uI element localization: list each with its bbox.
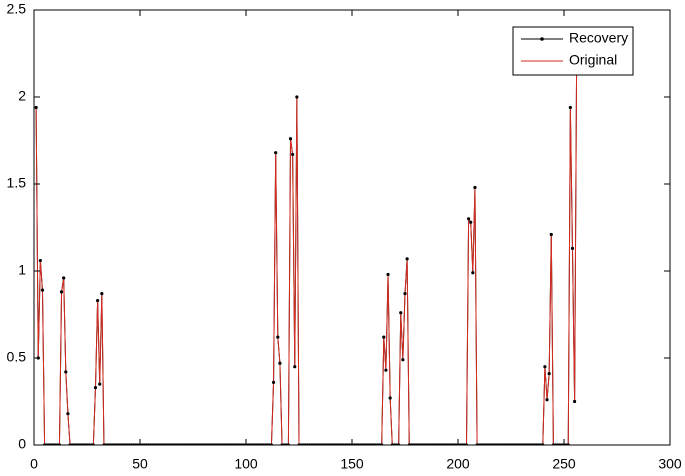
data-point: [566, 443, 570, 445]
data-point: [91, 443, 95, 445]
x-tick-label: 150: [340, 456, 364, 472]
y-tick-label: 1: [18, 262, 26, 278]
data-point: [66, 412, 70, 416]
data-point: [380, 443, 384, 445]
plot-area: [33, 9, 671, 446]
x-tick-label: 100: [234, 456, 258, 472]
data-point: [382, 335, 386, 339]
lines: [34, 43, 579, 445]
legend-label: Original: [569, 52, 617, 68]
data-point: [93, 385, 98, 390]
legend-label: Recovery: [569, 30, 628, 46]
data-point: [388, 396, 392, 400]
data-point: [274, 151, 278, 155]
y-tick-label: 2.5: [7, 1, 27, 17]
y-tick-label: 0: [18, 436, 26, 452]
data-point: [38, 258, 42, 263]
y-tick-label: 1.5: [7, 175, 27, 191]
data-point: [541, 443, 545, 445]
data-point: [549, 232, 553, 237]
data-point: [57, 443, 62, 445]
data-point: [62, 276, 66, 280]
data-point: [471, 271, 475, 275]
data-point: [467, 217, 471, 221]
data-point: [397, 443, 401, 445]
legend-marker: [540, 37, 544, 41]
data-point: [40, 288, 45, 292]
data-point: [291, 152, 295, 157]
y-tick-label: 2: [18, 88, 26, 104]
x-tick-label: 0: [30, 456, 38, 472]
data-point: [545, 398, 549, 402]
legend-box: [512, 26, 634, 76]
data-point: [64, 370, 68, 374]
data-point: [573, 399, 577, 404]
data-point: [384, 368, 388, 372]
x-tick-label: 300: [658, 456, 682, 472]
data-point: [286, 443, 290, 445]
data-point: [276, 335, 280, 339]
data-point: [473, 185, 477, 190]
data-point: [295, 95, 299, 99]
x-tick-label: 200: [446, 456, 470, 472]
data-point: [59, 290, 64, 294]
data-point: [464, 443, 469, 445]
data-point: [293, 365, 297, 369]
x-tick-label: 250: [552, 456, 576, 472]
data-point: [405, 257, 409, 261]
x-tick-label: 50: [132, 456, 148, 472]
data-point: [100, 292, 104, 296]
data-point: [386, 272, 390, 277]
data-point: [568, 105, 572, 110]
data-point: [547, 372, 551, 376]
data-point: [403, 292, 407, 296]
data-point: [288, 137, 293, 141]
y-tick-label: 0.5: [7, 349, 27, 365]
data-point: [269, 443, 274, 445]
data-point: [98, 382, 102, 386]
data-point: [469, 220, 473, 224]
data-point: [401, 358, 405, 362]
data-point: [570, 246, 575, 250]
legend: Recovery Original: [512, 26, 634, 76]
data-point: [34, 105, 38, 110]
data-point: [543, 365, 547, 369]
data-point: [96, 298, 100, 303]
data-point: [399, 311, 403, 315]
data-point: [278, 361, 282, 365]
data-point: [271, 380, 276, 384]
